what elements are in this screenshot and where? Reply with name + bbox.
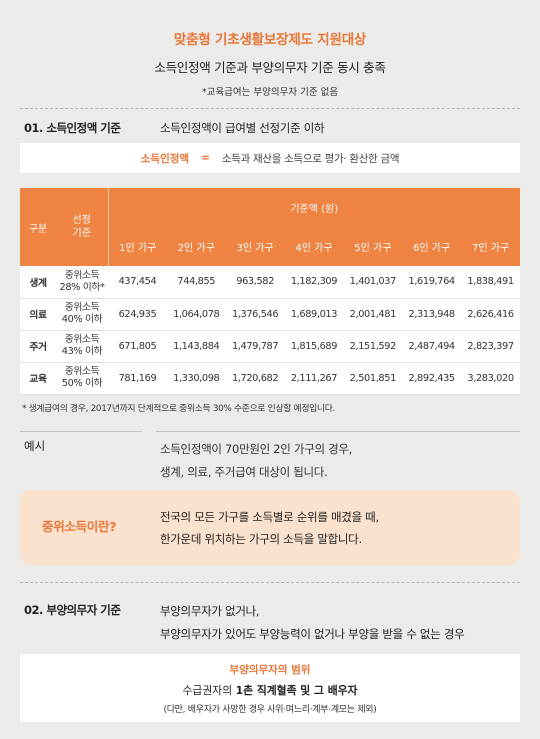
scope-title: 부양의무자의 범위 xyxy=(229,664,311,676)
row-value: 671,805 xyxy=(108,330,167,363)
row-value: 1,143,884 xyxy=(166,330,226,363)
definition-description: 소득과 재산을 소득으로 평가· 환산한 금액 xyxy=(221,152,400,165)
row-value: 2,313,948 xyxy=(402,298,462,331)
divider xyxy=(20,582,520,583)
scope-prefix: 수급권자의 xyxy=(182,684,236,697)
header-household: 3인 가구 xyxy=(225,226,285,266)
row-category: 의료 xyxy=(20,298,56,331)
header-household: 7인 가구 xyxy=(461,226,520,266)
divider xyxy=(20,431,142,432)
dependent-scope-box: 부양의무자의 범위 수급권자의 1촌 직계혈족 및 그 배우자 (다만, 배우자… xyxy=(20,654,520,722)
row-value: 781,169 xyxy=(108,362,167,395)
row-category: 주거 xyxy=(20,330,56,363)
page-subtitle: 소득인정액 기준과 부양의무자 기준 동시 충족 xyxy=(154,60,386,75)
example-line-1: 소득인정액이 70만원인 2인 가구의 경우, xyxy=(160,442,353,456)
section1-text: 소득인정액이 급여별 선정기준 이하 xyxy=(160,121,325,135)
divider xyxy=(156,431,520,432)
example-line-2: 생계, 의료, 주거급여 대상이 됩니다. xyxy=(160,465,328,479)
median-answer: 전국의 모든 가구를 소득별로 순위를 매겼을 때, 한가운데 위치하는 가구의… xyxy=(160,507,379,551)
row-value: 1,330,098 xyxy=(166,362,226,395)
row-value: 1,479,787 xyxy=(225,330,285,363)
section2-line-1: 부양의무자가 없거나, xyxy=(160,604,260,618)
header-category: 구분 xyxy=(20,188,56,266)
row-value: 1,689,013 xyxy=(284,298,344,331)
header-note: *교육급여는 부양의무자 기준 없음 xyxy=(201,87,339,98)
row-value: 624,935 xyxy=(108,298,167,331)
row-value: 1,376,546 xyxy=(225,298,285,331)
header-household: 2인 가구 xyxy=(166,226,226,266)
definition-box: 소득인정액 = 소득과 재산을 소득으로 평가· 환산한 금액 xyxy=(20,143,520,173)
equals-sign: = xyxy=(201,152,210,164)
row-value: 1,720,682 xyxy=(225,362,285,395)
row-value: 2,001,481 xyxy=(343,298,403,331)
row-value: 2,487,494 xyxy=(402,330,462,363)
definition-term: 소득인정액 xyxy=(140,152,190,165)
row-criteria: 중위소득 40% 이하 xyxy=(56,298,108,331)
row-value: 1,838,491 xyxy=(461,266,520,299)
footnote: * 생계급여의 경우, 2017년까지 단계적으로 중위소득 30% 수준으로 … xyxy=(22,404,335,414)
row-criteria: 중위소득 28% 이하* xyxy=(56,266,108,299)
row-value: 1,619,764 xyxy=(402,266,462,299)
row-value: 2,892,435 xyxy=(402,362,462,395)
median-income-box: 중위소득이란? 전국의 모든 가구를 소득별로 순위를 매겼을 때, 한가운데 … xyxy=(20,490,520,565)
row-value: 2,823,397 xyxy=(461,330,520,363)
table-row: 생계 중위소득 28% 이하* 437,454 744,855 963,582 1,182… xyxy=(20,266,520,299)
page-title: 맞춤형 기초생활보장제도 지원대상 xyxy=(173,32,367,48)
header-household: 6인 가구 xyxy=(402,226,462,266)
example-text: 소득인정액이 70만원인 2인 가구의 경우, 생계, 의료, 주거급여 대상이… xyxy=(160,438,352,484)
section2-line-2: 부양의무자가 있어도 부양능력이 없거나 부양을 받을 수 없는 경우 xyxy=(160,627,465,641)
header-criteria: 선정 기준 xyxy=(56,188,108,266)
scope-bold: 1촌 직계혈족 및 그 배우자 xyxy=(235,684,358,697)
row-value: 1,182,309 xyxy=(284,266,344,299)
row-criteria: 중위소득 50% 이하 xyxy=(56,362,108,395)
median-line-2: 한가운데 위치하는 가구의 소득을 말합니다. xyxy=(160,531,362,546)
median-question: 중위소득이란? xyxy=(42,519,117,534)
row-value: 1,064,078 xyxy=(166,298,226,331)
section2-label: 02. 부양의무자 기준 xyxy=(24,603,121,617)
row-value: 963,582 xyxy=(225,266,285,299)
row-value: 1,815,689 xyxy=(284,330,344,363)
scope-main: 수급권자의 1촌 직계혈족 및 그 배우자 xyxy=(20,682,520,698)
row-value: 2,151,592 xyxy=(343,330,403,363)
row-value: 1,401,037 xyxy=(343,266,403,299)
header-household: 5인 가구 xyxy=(343,226,403,266)
row-category: 교육 xyxy=(20,362,56,395)
row-value: 437,454 xyxy=(108,266,167,299)
divider xyxy=(20,108,520,109)
row-value: 2,501,851 xyxy=(343,362,403,395)
section1-label: 01. 소득인정액 기준 xyxy=(24,121,121,135)
example-label: 예시 xyxy=(24,439,46,453)
row-value: 2,111,267 xyxy=(284,362,344,395)
header-amount: 기준액 (원) xyxy=(107,188,520,226)
table-row: 의료 중위소득 40% 이하 624,935 1,064,078 1,376,546 1,… xyxy=(20,298,520,331)
row-value: 2,626,416 xyxy=(461,298,520,331)
row-value: 744,855 xyxy=(166,266,226,299)
page-header: 맞춤형 기초생활보장제도 지원대상 소득인정액 기준과 부양의무자 기준 동시 … xyxy=(0,28,540,98)
benchmark-table: 구분 선정 기준 기준액 (원) 1인 가구 2인 가구 3인 가구 4인 가구 5인 … xyxy=(20,188,520,395)
row-value: 3,283,020 xyxy=(461,362,520,395)
row-criteria: 중위소득 43% 이하 xyxy=(56,330,108,363)
scope-note: (다만, 배우자가 사망한 경우 사위·며느리·계부·계모는 제외) xyxy=(163,705,377,715)
row-category: 생계 xyxy=(20,266,56,299)
table-row: 주거 중위소득 43% 이하 671,805 1,143,884 1,479,787 1,… xyxy=(20,330,520,363)
median-line-1: 전국의 모든 가구를 소득별로 순위를 매겼을 때, xyxy=(160,510,379,524)
section2-text: 부양의무자가 없거나, 부양의무자가 있어도 부양능력이 없거나 부양을 받을 … xyxy=(160,600,465,646)
header-household: 4인 가구 xyxy=(284,226,344,266)
header-household: 1인 가구 xyxy=(107,226,167,266)
table-row: 교육 중위소득 50% 이하 781,169 1,330,098 1,720,682 2,… xyxy=(20,362,520,395)
